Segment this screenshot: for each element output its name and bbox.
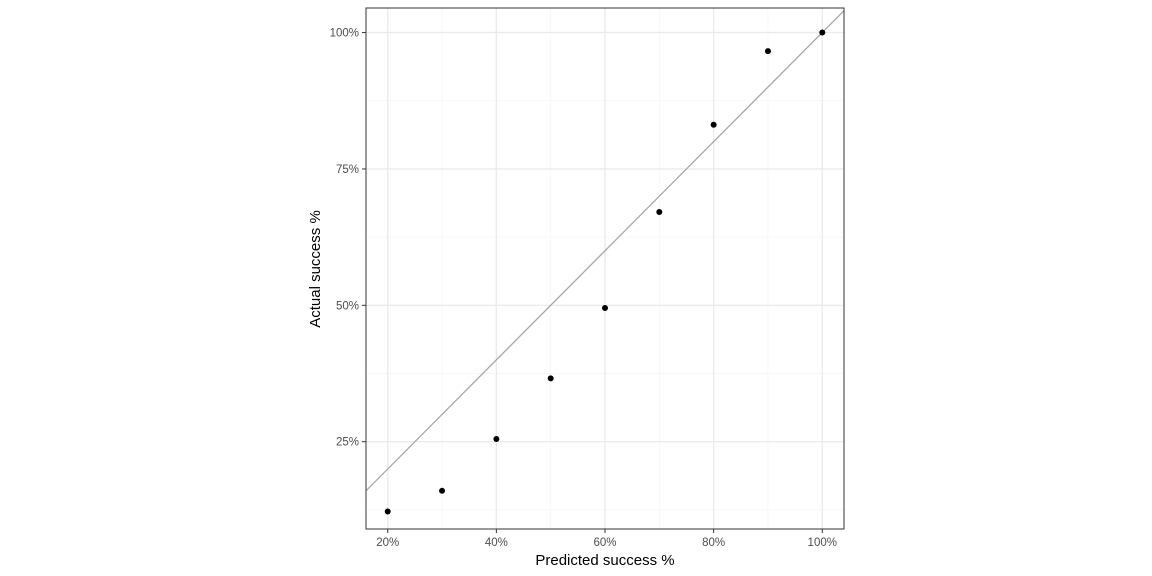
y-axis-title: Actual success % xyxy=(307,210,324,328)
data-point xyxy=(710,121,717,128)
data-point xyxy=(439,487,446,494)
data-point xyxy=(819,29,826,36)
data-point xyxy=(602,305,608,312)
x-tick-label: 60% xyxy=(593,537,616,549)
x-tick-label: 40% xyxy=(485,537,508,549)
reference-line-layer xyxy=(365,10,845,492)
y-tick-label: 50% xyxy=(336,300,359,312)
major-gridlines xyxy=(366,8,844,529)
x-tick-label: 20% xyxy=(376,537,399,549)
data-point xyxy=(764,48,771,55)
x-tick-label: 80% xyxy=(702,537,725,549)
data-point xyxy=(384,508,391,515)
y-tick-label: 75% xyxy=(336,164,359,176)
x-axis: 20% 40% 60% 80% 100% xyxy=(376,529,837,549)
data-points xyxy=(384,29,826,515)
data-point xyxy=(656,209,663,216)
data-point xyxy=(547,375,554,382)
y-tick-label: 100% xyxy=(330,28,359,40)
y-tick-label: 25% xyxy=(336,437,359,449)
x-axis-title: Predicted success % xyxy=(535,552,674,569)
x-tick-label: 100% xyxy=(808,537,837,549)
identity-reference-line xyxy=(365,10,845,492)
y-axis: 25% 50% 75% 100% xyxy=(330,28,366,449)
data-point xyxy=(493,435,500,442)
